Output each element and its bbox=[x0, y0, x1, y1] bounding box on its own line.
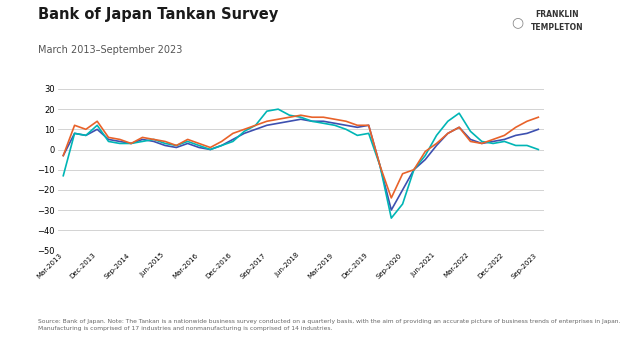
Text: FRANKLIN
TEMPLETON: FRANKLIN TEMPLETON bbox=[531, 10, 583, 32]
Text: ○: ○ bbox=[511, 15, 523, 29]
Text: Bank of Japan Tankan Survey: Bank of Japan Tankan Survey bbox=[38, 7, 278, 22]
Text: March 2013–September 2023: March 2013–September 2023 bbox=[38, 45, 183, 55]
Text: Source: Bank of Japan. Note: The Tankan is a nationwide business survey conducte: Source: Bank of Japan. Note: The Tankan … bbox=[38, 319, 621, 331]
